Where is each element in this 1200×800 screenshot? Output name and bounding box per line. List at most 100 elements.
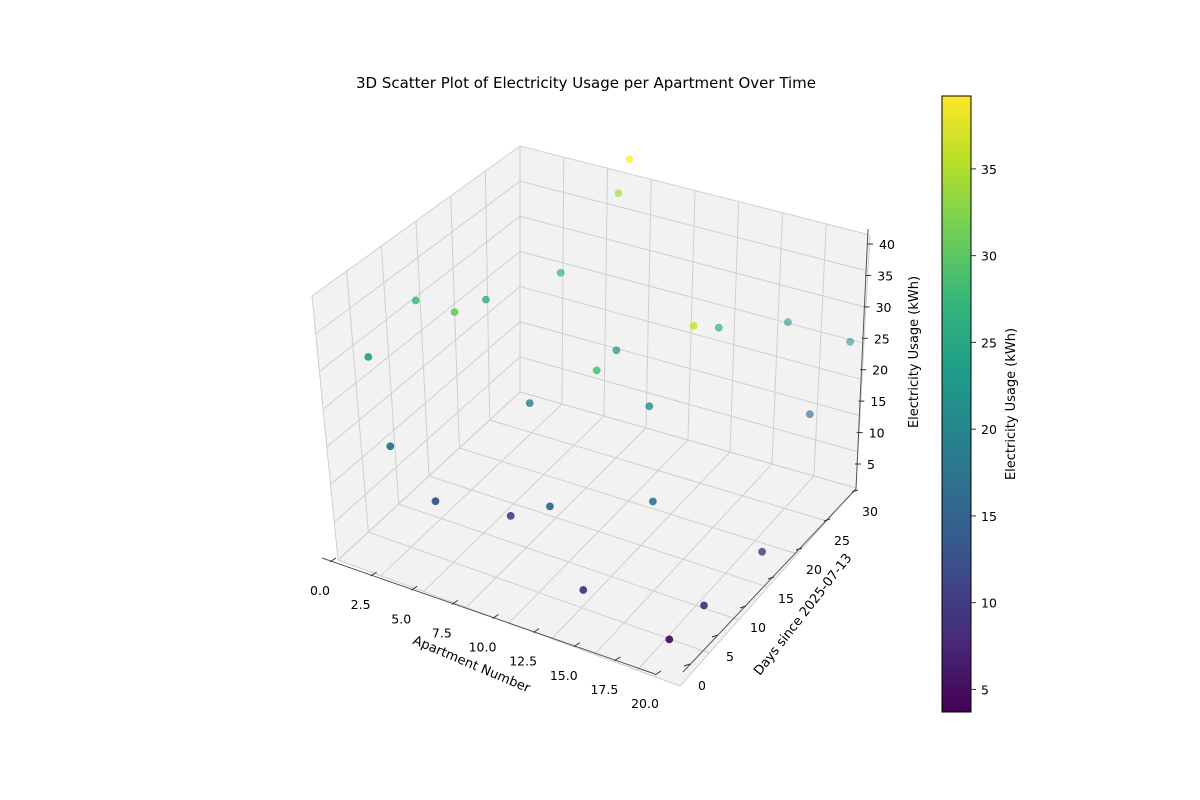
scatter-point bbox=[625, 155, 634, 164]
y-grid-line bbox=[459, 447, 798, 555]
scatter-point bbox=[386, 442, 395, 451]
z-tick-label: 35 bbox=[877, 268, 893, 283]
scatter-point bbox=[846, 337, 854, 346]
scatter-point bbox=[450, 308, 459, 316]
y-tick-label: 30 bbox=[862, 504, 878, 519]
y-grid-line bbox=[368, 531, 710, 654]
scatter-point bbox=[411, 296, 420, 305]
y-grid-line bbox=[428, 475, 769, 588]
z-tick-label: 40 bbox=[879, 237, 895, 252]
scatter-point bbox=[689, 321, 698, 330]
z-axis-ticks: 5 10 15 20 25 30 35 40 bbox=[855, 237, 895, 472]
colorbar-label: Electricity Usage (kWh) bbox=[1004, 328, 1019, 480]
y-tick-label: 10 bbox=[750, 620, 766, 635]
y-grid-line-vertical bbox=[484, 170, 491, 421]
colorbar-tick-label: 25 bbox=[981, 335, 997, 350]
scatter-point bbox=[665, 635, 674, 644]
y-tick-label: 15 bbox=[778, 591, 794, 606]
colorbar-tick-label: 35 bbox=[981, 162, 997, 177]
scatter-point bbox=[614, 189, 623, 197]
colorbar-tick-label: 30 bbox=[981, 249, 997, 264]
x-tick-label: 0.0 bbox=[310, 583, 330, 598]
x-grid-line-vertical bbox=[645, 179, 652, 429]
y-tick-label: 0 bbox=[698, 678, 706, 693]
x-grid-line-vertical bbox=[687, 190, 696, 441]
scatter-point bbox=[805, 410, 814, 419]
x-axis-line bbox=[321, 557, 656, 675]
z-tick-label: 15 bbox=[870, 394, 886, 409]
scatter-point bbox=[714, 323, 723, 332]
x-grid-line-vertical bbox=[771, 212, 783, 465]
y-tick-mark bbox=[823, 518, 831, 522]
x-tick-mark bbox=[654, 670, 662, 676]
scatter-point bbox=[579, 586, 588, 594]
scatter-point bbox=[556, 268, 565, 277]
scatter-point bbox=[506, 512, 515, 520]
colorbar-tick-label: 5 bbox=[981, 682, 989, 697]
x-tick-label: 5.0 bbox=[391, 611, 411, 626]
x-tick-mark bbox=[451, 599, 459, 605]
z-tick-label: 30 bbox=[876, 300, 892, 315]
y-grid-line bbox=[398, 503, 739, 621]
y-grid-line-vertical bbox=[380, 245, 400, 505]
left-pane bbox=[312, 146, 520, 560]
z-tick-label: 10 bbox=[869, 426, 885, 441]
scatter-point bbox=[700, 601, 708, 610]
colorbar-tick-label: 15 bbox=[981, 509, 997, 524]
y-tick-label: 20 bbox=[806, 562, 822, 577]
x-tick-mark bbox=[614, 656, 621, 662]
x-tick-label: 12.5 bbox=[509, 654, 537, 669]
x-axis-ticks: 0.0 2.5 5.0 7.5 10.0 12.5 15.0 17.5 20.0 bbox=[310, 557, 662, 711]
z-tick-label: 25 bbox=[874, 331, 890, 346]
y-grid-line-vertical bbox=[311, 295, 339, 561]
x-grid-line-vertical bbox=[603, 168, 608, 417]
scatter-point bbox=[481, 295, 490, 304]
y-tick-mark bbox=[851, 489, 859, 493]
floor-pane bbox=[338, 392, 856, 686]
scatter-point bbox=[612, 346, 621, 355]
scatter-point bbox=[649, 497, 657, 506]
z-axis-label: Electricity Usage (kWh) bbox=[907, 276, 922, 428]
colorbar-ticks: 5 10 15 20 25 30 35 bbox=[971, 162, 997, 697]
x-tick-mark bbox=[573, 642, 581, 648]
axes-panes bbox=[312, 146, 870, 686]
x-tick-mark bbox=[532, 628, 540, 634]
y-grid-line-vertical bbox=[346, 270, 369, 533]
x-tick-label: 7.5 bbox=[432, 625, 452, 640]
scatter-point bbox=[525, 399, 534, 407]
x-tick-mark bbox=[329, 557, 337, 563]
y-tick-mark bbox=[795, 547, 803, 551]
x-grid-line-vertical bbox=[729, 201, 740, 453]
y-axis-ticks: 0 5 10 15 20 25 30 bbox=[683, 489, 878, 693]
scatter-point bbox=[758, 547, 766, 556]
x-tick-label: 15.0 bbox=[550, 668, 578, 683]
x-grid-line-vertical bbox=[561, 157, 565, 405]
z-axis-line bbox=[855, 228, 869, 490]
y-grid-line-vertical bbox=[415, 220, 430, 477]
x-tick-mark bbox=[410, 585, 418, 591]
x-tick-label: 17.5 bbox=[590, 682, 618, 697]
x-tick-label: 10.0 bbox=[469, 640, 497, 655]
x-grid-line-vertical bbox=[813, 223, 827, 477]
y-tick-mark bbox=[683, 663, 691, 667]
x-tick-mark bbox=[492, 614, 499, 619]
y-tick-label: 25 bbox=[834, 533, 850, 548]
scatter-points bbox=[364, 155, 854, 644]
y-grid-line bbox=[489, 419, 827, 522]
back-pane bbox=[520, 146, 870, 488]
colorbar: 5 10 15 20 25 30 35 Electricity Usage (kWh) bbox=[941, 95, 1019, 713]
y-grid-line-vertical bbox=[450, 195, 460, 449]
x-tick-label: 2.5 bbox=[351, 597, 371, 612]
colorbar-tick-label: 10 bbox=[981, 596, 997, 611]
y-tick-mark bbox=[767, 576, 775, 580]
y-tick-label: 5 bbox=[726, 649, 734, 664]
scatter-point bbox=[546, 502, 554, 511]
colorbar-tick-label: 20 bbox=[981, 422, 997, 437]
x-tick-label: 20.0 bbox=[631, 696, 659, 711]
scatter-point bbox=[364, 352, 373, 361]
scatter-point bbox=[645, 402, 654, 411]
z-tick-label: 20 bbox=[872, 363, 888, 378]
y-tick-mark bbox=[711, 634, 719, 638]
chart-title: 3D Scatter Plot of Electricity Usage per… bbox=[356, 74, 816, 92]
